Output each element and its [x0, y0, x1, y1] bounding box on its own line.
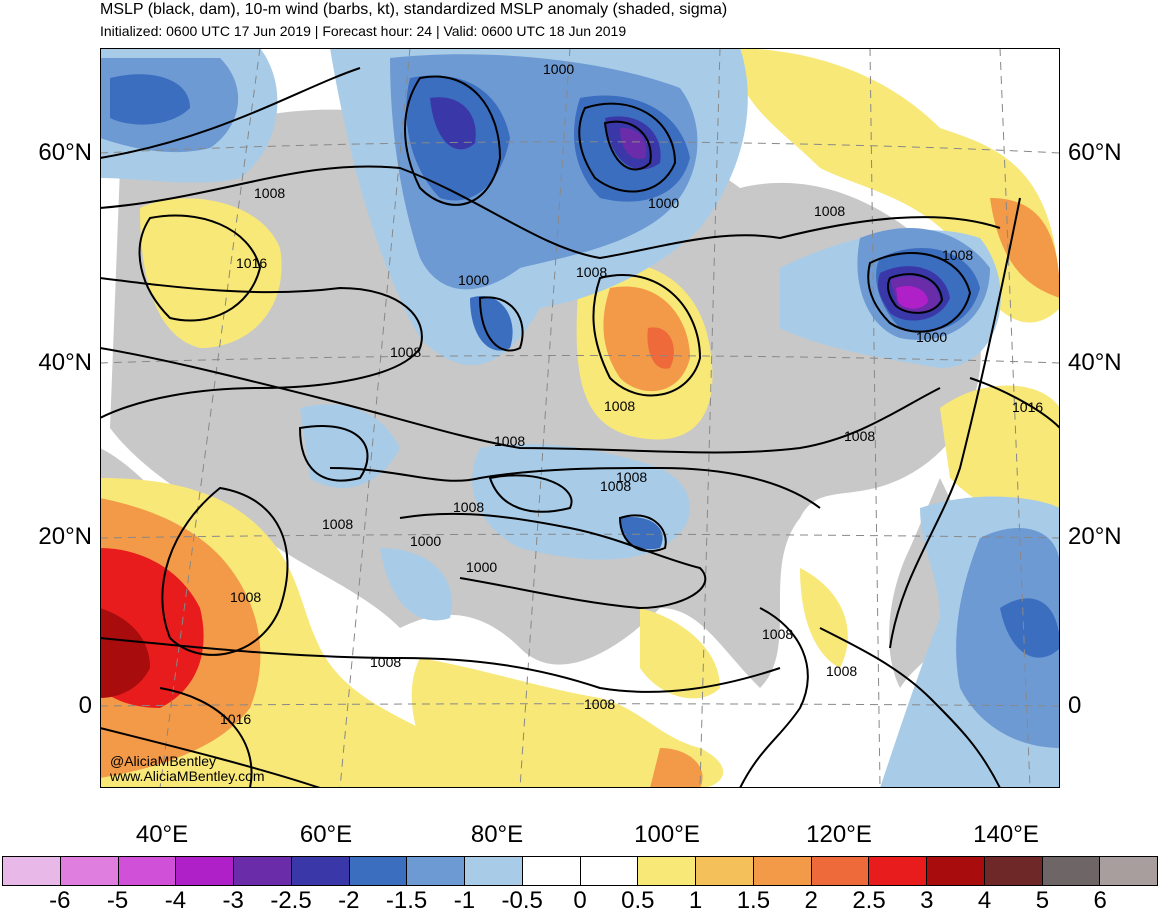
- lat-label-right-60n: 60°N: [1068, 139, 1122, 166]
- colorbar-tick-label: -4: [164, 887, 187, 914]
- contour-label: 1008: [826, 663, 857, 679]
- colorbar-swatch: [234, 857, 292, 885]
- lat-label-left-40n: 40°N: [38, 349, 92, 376]
- colorbar-swatch: [984, 857, 1043, 885]
- colorbar-swatch: [291, 857, 350, 885]
- lat-label-left-eq: 0: [78, 692, 92, 719]
- contour-label: 1016: [236, 255, 267, 271]
- lat-label-left-60n: 60°N: [38, 139, 92, 166]
- map-title: MSLP (black, dam), 10-m wind (barbs, kt)…: [100, 1, 728, 18]
- lat-label-right-40n: 40°N: [1068, 349, 1122, 376]
- contour-label: 1008: [230, 589, 261, 605]
- colorbar-swatch: [869, 857, 927, 885]
- lon-label-80e: 80°E: [470, 821, 524, 848]
- contour-label: 1008: [616, 469, 647, 485]
- contour-label: 1008: [370, 654, 401, 670]
- colorbar-swatch: [1100, 857, 1157, 885]
- contour-label: 1008: [600, 478, 631, 494]
- isobar-contours: [100, 67, 1060, 788]
- colorbar-tick-label: -6: [49, 887, 71, 914]
- map-border: [100, 48, 1060, 788]
- contour-label: 1000: [543, 61, 574, 77]
- contour-label: 1000: [648, 195, 679, 211]
- contour-label: 1008: [942, 247, 973, 263]
- contour-label: 1008: [453, 499, 484, 515]
- colorbar-swatch: [349, 857, 408, 885]
- colorbar-tick-label: -2: [338, 887, 360, 914]
- colorbar-tick-label: 2: [804, 887, 818, 914]
- colorbar-swatch: [3, 857, 61, 885]
- contour-label: 1008: [762, 626, 793, 642]
- contour-label: 1000: [410, 533, 441, 549]
- contour-label: 1000: [466, 559, 497, 575]
- positive-anomaly-red: [100, 327, 674, 708]
- colorbar-swatch: [927, 857, 985, 885]
- colorbar-tick-label: 0.5: [621, 887, 655, 914]
- colorbar-tick-label: 6: [1093, 887, 1107, 914]
- contour-label: 1008: [576, 264, 607, 280]
- colorbar-swatch: [811, 857, 870, 885]
- lat-label-right-eq: 0: [1068, 692, 1082, 719]
- colorbar-tick-label: -2.5: [270, 887, 312, 914]
- colorbar-swatch: [407, 857, 465, 885]
- credit-handle: @AliciaMBentley: [110, 753, 217, 769]
- colorbar-tick-label: 2.5: [852, 887, 886, 914]
- colorbar-tick-label: 4: [977, 887, 992, 914]
- colorbar-swatch: [638, 857, 696, 885]
- colorbar-tick-label: 0: [573, 887, 587, 914]
- colorbar-swatch: [118, 857, 177, 885]
- contour-label: 1008: [604, 398, 635, 414]
- map-canvas: 1000 1008 1016 1008 1000 1008 1000 1008 …: [100, 48, 1060, 788]
- colorbar-swatch: [753, 857, 812, 885]
- colorbar-tick-label: 1.5: [736, 887, 771, 914]
- colorbar-tick-label: -1.5: [385, 887, 428, 914]
- lon-label-60e: 60°E: [299, 821, 353, 848]
- colorbar-swatch: [465, 857, 523, 885]
- contour-label: 1008: [390, 344, 421, 360]
- lon-label-100e: 100°E: [634, 821, 700, 848]
- colorbar-swatch: [60, 857, 119, 885]
- lat-label-left-20n: 20°N: [38, 523, 92, 550]
- contour-label: 1008: [322, 516, 353, 532]
- colorbar-tick-label: -0.5: [501, 887, 543, 914]
- lon-label-140e: 140°E: [973, 821, 1039, 848]
- colorbar-tick-label: -5: [106, 887, 129, 914]
- lat-label-right-20n: 20°N: [1068, 523, 1122, 550]
- colorbar-tick-label: 1: [688, 887, 703, 914]
- colorbar-tick-label: -1: [453, 887, 476, 914]
- anomaly-colorbar: [2, 856, 1158, 886]
- colorbar-swatch: [580, 857, 639, 885]
- contour-label: 1008: [844, 428, 875, 444]
- colorbar-swatch: [1042, 857, 1101, 885]
- colorbar-swatch: [696, 857, 754, 885]
- colorbar-tick-label: 3: [920, 887, 934, 914]
- contour-label: 1016: [220, 711, 251, 727]
- contour-labels: 1000 1008 1016 1008 1000 1008 1000 1008 …: [220, 61, 1043, 727]
- contour-label: 1008: [814, 203, 845, 219]
- contour-label: 1000: [916, 329, 947, 345]
- credit-url: www.AliciaMBentley.com: [110, 768, 265, 784]
- colorbar-swatch: [176, 857, 234, 885]
- contour-label: 1016: [1012, 399, 1043, 415]
- contour-label: 1008: [254, 185, 285, 201]
- colorbar-tick-label: -3: [222, 887, 244, 914]
- colorbar-tick-label: 5: [1035, 887, 1050, 914]
- lon-label-120e: 120°E: [806, 821, 872, 848]
- contour-label: 1008: [494, 433, 525, 449]
- colorbar-swatch: [522, 857, 581, 885]
- contour-label: 1008: [584, 696, 615, 712]
- contour-label: 1000: [458, 272, 489, 288]
- map-subtitle: Initialized: 0600 UTC 17 Jun 2019 | Fore…: [100, 23, 627, 39]
- lon-label-40e: 40°E: [135, 821, 189, 848]
